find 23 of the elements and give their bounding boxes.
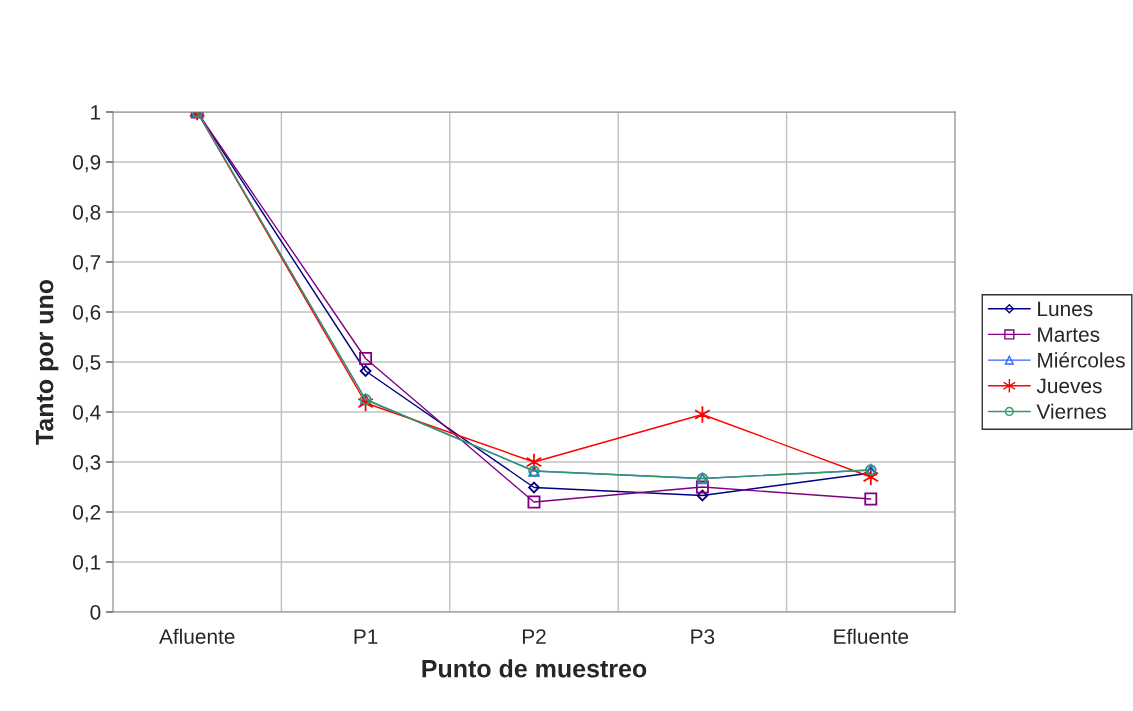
x-tick-label: Efluente <box>834 628 909 644</box>
x-tick-label: Afluente <box>159 628 235 644</box>
x-tick-label: P1 <box>354 629 378 644</box>
x-tick-label: P2 <box>522 629 546 644</box>
legend-label: Martes <box>1038 327 1100 342</box>
y-tick-label: 0,1 <box>73 555 101 573</box>
x-axis-title: Punto de muestreo <box>422 659 647 678</box>
y-tick-label: 1 <box>91 105 101 120</box>
y-tick-label: 0,4 <box>73 405 101 423</box>
y-axis-title: Tanto por uno <box>35 279 59 445</box>
legend-label: Jueves <box>1036 378 1102 394</box>
y-tick-label: 0,5 <box>73 355 101 373</box>
y-tick-label: 0,8 <box>73 205 101 223</box>
y-tick-label: 0,6 <box>73 305 101 323</box>
y-tick-label: 0,7 <box>73 255 101 273</box>
y-tick-label: 0 <box>90 605 101 620</box>
y-tick-label: 0,3 <box>73 455 101 473</box>
y-tick-label: 0,2 <box>73 505 101 523</box>
legend-label: Lunes <box>1038 301 1093 317</box>
legend-label: Miércoles <box>1038 352 1125 368</box>
x-tick-label: P3 <box>691 629 715 644</box>
legend-label: Viernes <box>1036 403 1106 419</box>
y-tick-label: 0,9 <box>73 155 101 173</box>
